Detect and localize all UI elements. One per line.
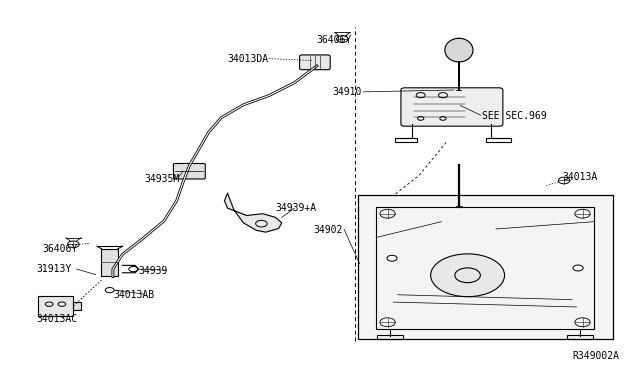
Text: 34939+A: 34939+A [275,203,317,213]
Polygon shape [225,193,282,232]
Bar [378,335,403,339]
Bar [376,207,594,329]
Text: 31913Y: 31913Y [36,264,72,274]
FancyBboxPatch shape [300,55,330,70]
Text: 34939: 34939 [138,266,168,276]
FancyBboxPatch shape [401,88,503,126]
Text: 34013A: 34013A [562,172,597,182]
Bar [486,138,511,142]
Bar [73,302,81,310]
Polygon shape [445,38,473,62]
Text: R349002A: R349002A [573,351,620,361]
Text: 34910: 34910 [332,87,362,97]
FancyBboxPatch shape [173,163,205,179]
Text: SEE SEC.969: SEE SEC.969 [483,111,547,121]
Text: 34013DA: 34013DA [228,54,269,64]
Text: 34013AC: 34013AC [36,314,77,324]
Bar [101,249,118,276]
Text: 34013AB: 34013AB [113,290,154,300]
Text: 34902: 34902 [313,225,342,235]
Bar [38,296,73,316]
Bar [567,335,593,339]
Text: 36406Y: 36406Y [317,35,352,45]
Bar [395,138,417,142]
Text: 34935M: 34935M [145,174,180,184]
Bar [358,195,613,339]
Circle shape [431,254,504,297]
Text: 36406Y: 36406Y [43,244,78,254]
